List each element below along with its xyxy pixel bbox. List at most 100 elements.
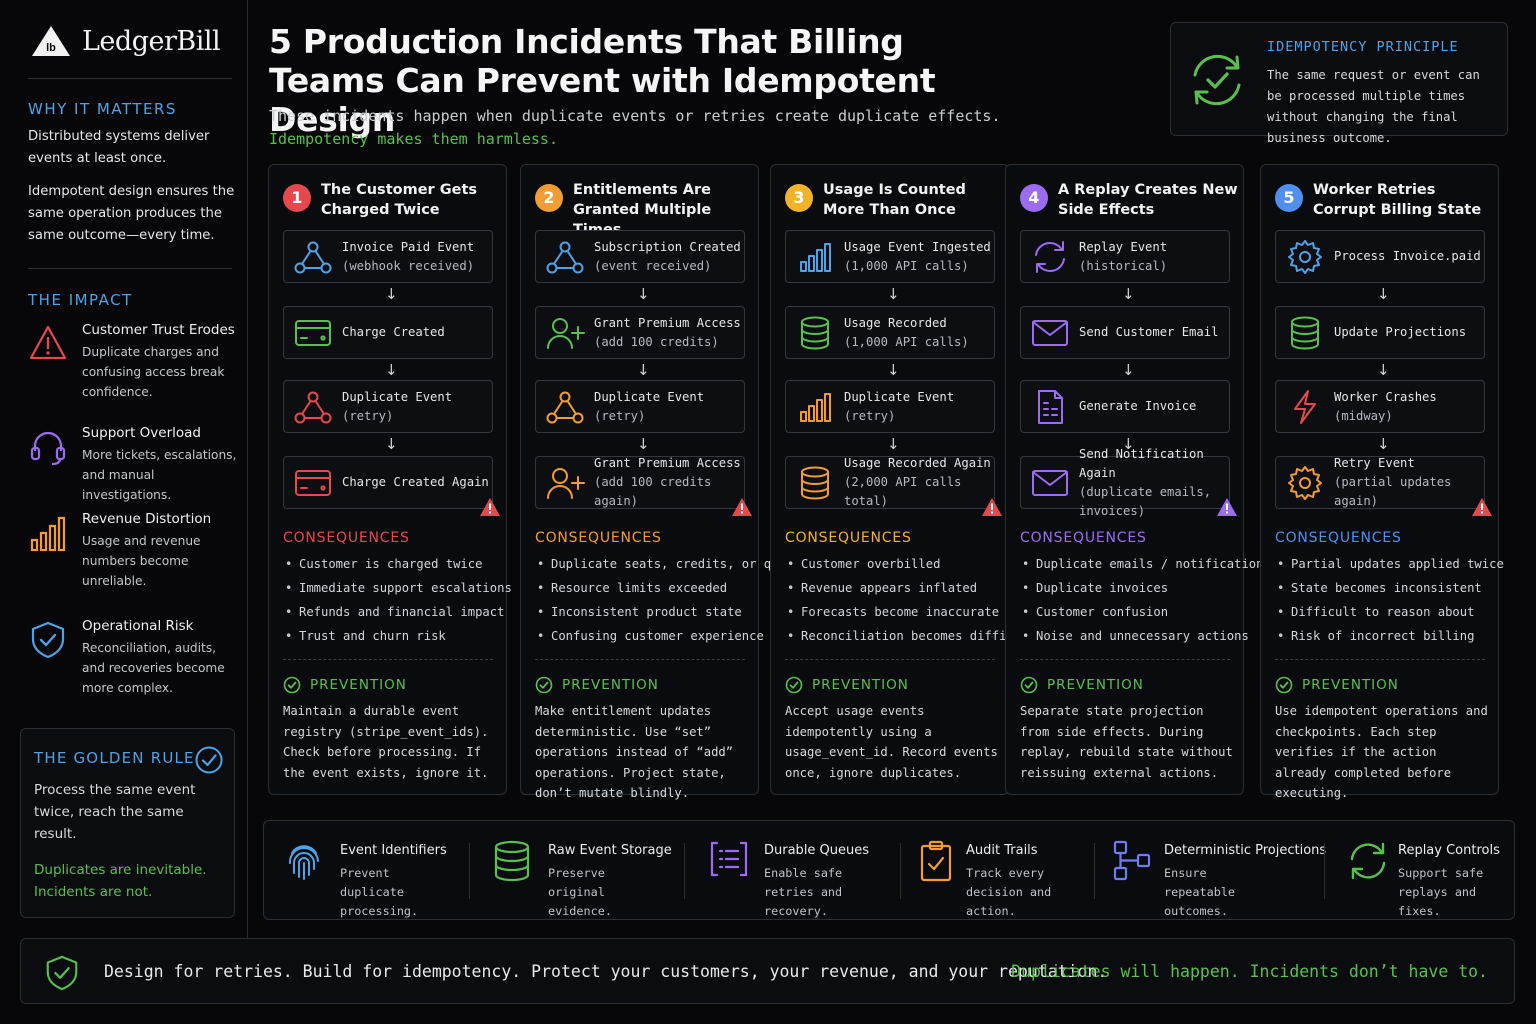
golden-rule-heading: THE GOLDEN RULE [34,749,195,767]
consequence-item: Customer confusion [1022,600,1242,624]
step-sublabel: (partial updates again) [1334,475,1452,508]
step-sublabel: (retry) [844,408,896,423]
sidebar: lb LedgerBill WHY IT MATTERS Distributed… [0,0,248,938]
divider [1094,843,1095,899]
flow-arrow: ↓ [385,435,398,453]
divider [785,659,995,660]
tool-text: Ensure repeatable outcomes. [1164,866,1236,918]
webhook-icon [546,391,584,423]
alert-triangle-icon [732,498,752,516]
consequence-item: Inconsistent product state [537,600,757,624]
consequences-list: Duplicate seats, credits, or quotasResou… [537,552,808,648]
flow-step: Generate Invoice [1020,380,1230,433]
replay-icon [1035,240,1065,273]
tool-title: Event Identifiers [340,843,447,858]
gear-icon [1288,465,1322,500]
flow-arrow: ↓ [1377,435,1390,453]
flow-arrow: ↓ [887,435,900,453]
tool-title: Deterministic Projections [1164,843,1327,858]
prevention-heading: PREVENTION [1302,677,1399,693]
bar-chart-icon [30,516,66,552]
incident-number-badge: 1 [283,184,311,212]
warning-triangle-icon [29,325,67,360]
consequence-item: Refunds and financial impact [285,600,505,624]
logo-icon: lb [32,26,70,56]
brand: lb LedgerBill [30,24,221,58]
step-sublabel: (midway) [1334,408,1393,423]
incident-card: 1 The Customer Gets Charged Twice Invoice … [268,164,512,795]
flow-step: Usage Event Ingested (1,000 API calls) [785,230,995,283]
database-icon [1291,316,1319,349]
prevention-text: Maintain a durable event registry (strip… [283,704,489,780]
tool-text: Enable safe retries and recovery. [764,866,843,918]
incident-title: A Replay Creates New Side Effects [1058,182,1238,218]
step-sublabel: (add 100 credits again) [594,475,712,508]
consequences-heading: CONSEQUENCES [785,530,912,546]
credit-card-icon [295,319,331,346]
tool-item: Deterministic Projections Ensure repeatab… [1112,839,1326,921]
step-label: Update Projections [1334,325,1467,339]
flow-arrow: ↓ [1377,361,1390,379]
flow-arrow: ↓ [385,361,398,379]
flow-step: Usage Recorded (1,000 API calls) [785,306,995,359]
credit-card-icon [295,469,331,496]
impact-title: Operational Risk [82,618,194,634]
divider [1020,659,1230,660]
step-label: Subscription Created [594,239,741,254]
alert-triangle-icon [1217,498,1237,516]
tool-text: Support safe replays and fixes. [1398,866,1484,918]
flow-arrow: ↓ [1122,285,1135,303]
check-circle-icon [1020,676,1038,694]
incident-number-badge: 4 [1020,184,1048,212]
tool-title: Replay Controls [1398,843,1500,858]
flow-step: Usage Recorded Again (2,000 API calls tot… [785,456,1002,516]
why-paragraph-1: Distributed systems deliver events at le… [28,129,210,166]
footer-green: Duplicates will happen. Incidents don’t … [1011,962,1488,981]
consequences-list: Duplicate emails / notificationsDuplicat… [1022,552,1271,648]
prevention-header: PREVENTION [1020,676,1144,694]
bar-chart-icon [800,392,831,422]
prevention-heading: PREVENTION [1047,677,1144,693]
flow-arrow: ↓ [887,285,900,303]
flow-step: Send Notification Again (duplicate emails… [1020,447,1237,518]
step-sublabel: (2,000 API calls total) [844,475,962,508]
consequence-item: Reconciliation becomes difficult [787,624,1036,648]
impact-title: Customer Trust Erodes [82,322,235,338]
incident-card: 3 Usage Is Counted More Than Once Usage Ev… [770,164,1036,795]
flow-step: Retry Event (partial updates again) [1275,456,1492,516]
consequence-item: Trust and churn risk [285,624,505,648]
invoice-icon [1038,389,1063,424]
flow-step: Worker Crashes (midway) [1275,380,1485,433]
step-sublabel: (event received) [594,258,712,273]
impact-item: Operational Risk Reconciliation, audits, … [28,618,242,698]
step-sublabel: (1,000 API calls) [844,258,969,273]
step-label: Grant Premium Access [594,456,741,470]
step-label: Usage Recorded [844,315,947,330]
impact-text: More tickets, escalations, and manual in… [82,448,237,502]
step-label: Replay Event [1079,239,1168,254]
consequence-item: Confusing customer experience [537,624,764,648]
impact-title: Revenue Distortion [82,511,212,527]
tool-item: Event Identifiers Prevent duplicate proce… [284,839,460,921]
consequence-item: Revenue appears inflated [787,576,1007,600]
divider [900,843,901,899]
tool-item: Replay Controls Support safe replays and … [1346,839,1522,921]
principle-text: The same request or event can be process… [1267,68,1480,145]
alert-triangle-icon [982,498,1002,516]
bar-chart-icon [800,242,831,272]
divider [28,268,232,269]
consequences-heading: CONSEQUENCES [535,530,662,546]
alert-triangle-icon [1472,498,1492,516]
webhook-icon [546,241,584,273]
flow-arrow: ↓ [887,361,900,379]
consequence-item: Duplicate emails / notifications [1022,552,1271,576]
database-icon [801,466,829,499]
consequences-list: Partial updates applied twiceState becom… [1277,552,1504,648]
subtitle-green: Idempotency makes them harmless. [269,130,558,148]
flow-arrow: ↓ [1122,435,1135,453]
tools-bar: Event Identifiers Prevent duplicate proce… [263,820,1515,920]
svg-text:lb: lb [46,42,56,54]
consequence-item: Forecasts become inaccurate [787,600,1007,624]
flow-arrow: ↓ [385,285,398,303]
